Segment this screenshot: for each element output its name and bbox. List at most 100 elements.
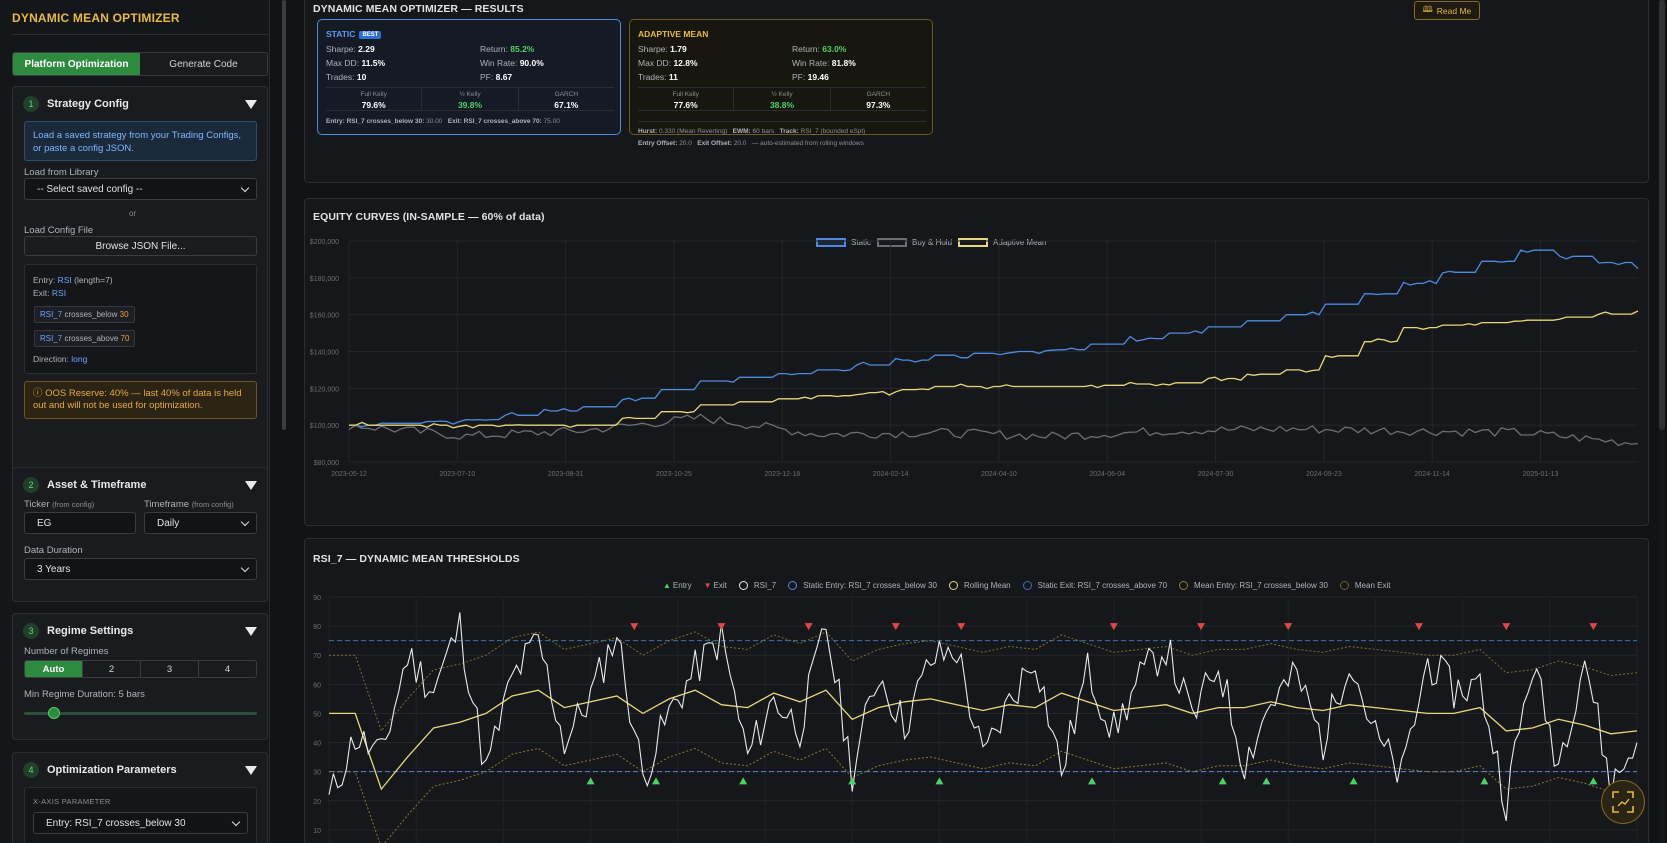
half-kelly-label: ½ Kelly [771,91,793,98]
opt-header[interactable]: 4 Optimization Parameters [23,762,177,778]
exit-marker [1589,623,1598,631]
legend-rsi[interactable]: RSI_7 [738,581,782,590]
optimization-params-panel: 4 Optimization Parameters X-AXIS PARAMETE… [12,752,268,843]
tab-platform-optimization[interactable]: Platform Optimization [13,53,140,75]
strategy-config-panel: 1 Strategy Config Load a saved strategy f… [12,86,268,542]
tab-generate-code[interactable]: Generate Code [140,53,267,75]
triangle-down-icon: ▼ [703,581,712,590]
garch-value: 97.3% [866,100,891,110]
rsi-legend: ▲ Entry ▼ Exit RSI_7 Static Entry: RSI_7 c… [663,581,1402,590]
page-scrollbar[interactable] [1659,0,1665,843]
garch-label: GARCH [866,91,891,98]
entry-marker [1349,777,1358,785]
x-tick-label: 2024-11-14 [1415,471,1450,478]
static-winrate: Win Rate: 90.0% [480,58,544,68]
entry-marker [1088,777,1096,785]
slider-handle[interactable] [48,707,61,719]
adaptive-trades: Trades: 11 [638,72,678,82]
entry-marker [586,777,595,785]
regime-header[interactable]: 3 Regime Settings [23,623,133,639]
legend-static-entry[interactable]: Static Entry: RSI_7 crosses_below 30 [788,581,943,590]
ticker-input[interactable]: EG [24,512,136,534]
min-duration-slider[interactable] [24,712,257,715]
expand-chart-button[interactable] [1601,780,1645,824]
entry-marker [935,777,944,785]
y-tick-label: $80,000 [314,460,339,467]
static-pf: PF: 8.67 [480,72,513,82]
regime-settings-panel: 3 Regime Settings Number of Regimes Auto … [12,613,268,740]
legend-exit[interactable]: ▼ Exit [703,581,727,590]
exit-marker [1197,623,1205,631]
read-me-label: Read Me [1436,5,1472,16]
collapse-icon[interactable] [245,766,257,775]
static-return: Return: 85.2% [480,44,535,54]
mean-entry-line [329,747,1638,843]
entry-marker [739,777,748,785]
collapse-icon[interactable] [245,627,257,636]
duration-select[interactable]: 3 Years [24,558,257,580]
asset-header[interactable]: 2 Asset & Timeframe [23,477,146,493]
x-axis-select[interactable]: Entry: RSI_7 crosses_below 30 [33,812,248,834]
equity-legend: Static Buy & Hold Adaptive Mean [816,238,1046,247]
legend-static-exit[interactable]: Static Exit: RSI_7 crosses_above 70 [1022,581,1173,590]
panel-title: Asset & Timeframe [47,479,147,491]
browse-json-button[interactable]: Browse JSON File... [24,236,257,256]
strategy-config-header[interactable]: 1 Strategy Config [23,96,129,112]
exit-marker [891,623,900,631]
regime-option-2[interactable]: 2 [83,661,141,677]
read-me-button[interactable]: 🕮 Read Me [1414,1,1480,20]
circle-icon [1022,581,1032,590]
static-thresholds: Entry: RSI_7 crosses_below 30: 30.00 Exi… [326,118,560,125]
garch-label: GARCH [554,91,579,98]
sidebar-scrollbar[interactable] [282,0,286,430]
legend-entry[interactable]: ▲ Entry [663,581,692,590]
collapse-icon[interactable] [245,481,257,490]
adaptive-header: ADAPTIVE MEAN [638,29,709,39]
regime-option-3[interactable]: 3 [141,661,199,677]
scrollbar-thumb[interactable] [1659,0,1665,430]
legend-rolling-mean[interactable]: Rolling Mean [948,581,1017,590]
entry-condition-chip: RSI_7 crosses_below 30 [34,306,135,323]
static-header: STATIC BEST [326,29,382,39]
library-label: Load from Library [24,167,99,178]
y-tick-label: 20 [313,799,321,806]
legend-mean-exit[interactable]: Mean Exit [1339,581,1397,590]
legend-adaptive[interactable]: Adaptive Mean [993,238,1047,247]
book-icon: 🕮 [1422,3,1433,14]
regime-option-auto[interactable]: Auto [25,661,83,677]
step-number: 4 [23,762,39,778]
full-kelly-value: 77.6% [673,100,698,110]
triangle-up-icon: ▲ [663,581,671,590]
entry-marker [1218,777,1227,785]
library-select[interactable]: -- Select saved config -- [24,178,257,200]
legend-swatch-hold [877,238,908,247]
legend-hold[interactable]: Buy & Hold [912,238,953,247]
y-tick-label: 10 [313,828,321,835]
file-label: Load Config File [24,225,94,236]
y-tick-label: 80 [313,624,321,631]
x-tick-label: 2024-09-23 [1306,471,1342,478]
legend-swatch-adaptive [958,238,989,247]
x-tick-label: 2024-04-10 [981,471,1017,478]
x-tick-label: 2023-10-25 [656,471,692,478]
timeframe-select[interactable]: Daily [144,512,257,534]
adaptive-kelly-row: Full Kelly 77.6% ½ Kelly 38.8% GARCH 97.3% [638,87,926,111]
duration-label: Data Duration [24,545,83,556]
legend-static[interactable]: Static [851,238,872,247]
or-separator: or [129,209,137,218]
panel-title: Optimization Parameters [47,764,177,776]
static-trades: Trades: 10 [326,72,367,82]
regime-option-4[interactable]: 4 [224,663,231,675]
legend-mean-entry[interactable]: Mean Entry: RSI_7 crosses_below 30 [1179,581,1334,590]
best-badge: BEST [359,30,382,39]
collapse-icon[interactable] [245,100,257,109]
x-tick-label: 2024-02-14 [873,471,909,478]
circle-icon [788,581,798,590]
divider [12,34,268,35]
buy-hold-line [348,413,1639,447]
legend-swatch-static [816,238,846,247]
entry-marker [1480,777,1489,785]
asset-timeframe-panel: 2 Asset & Timeframe Ticker (from config) … [12,467,268,602]
panel-title: Strategy Config [47,98,129,110]
regimes-label: Number of Regimes [24,646,109,657]
